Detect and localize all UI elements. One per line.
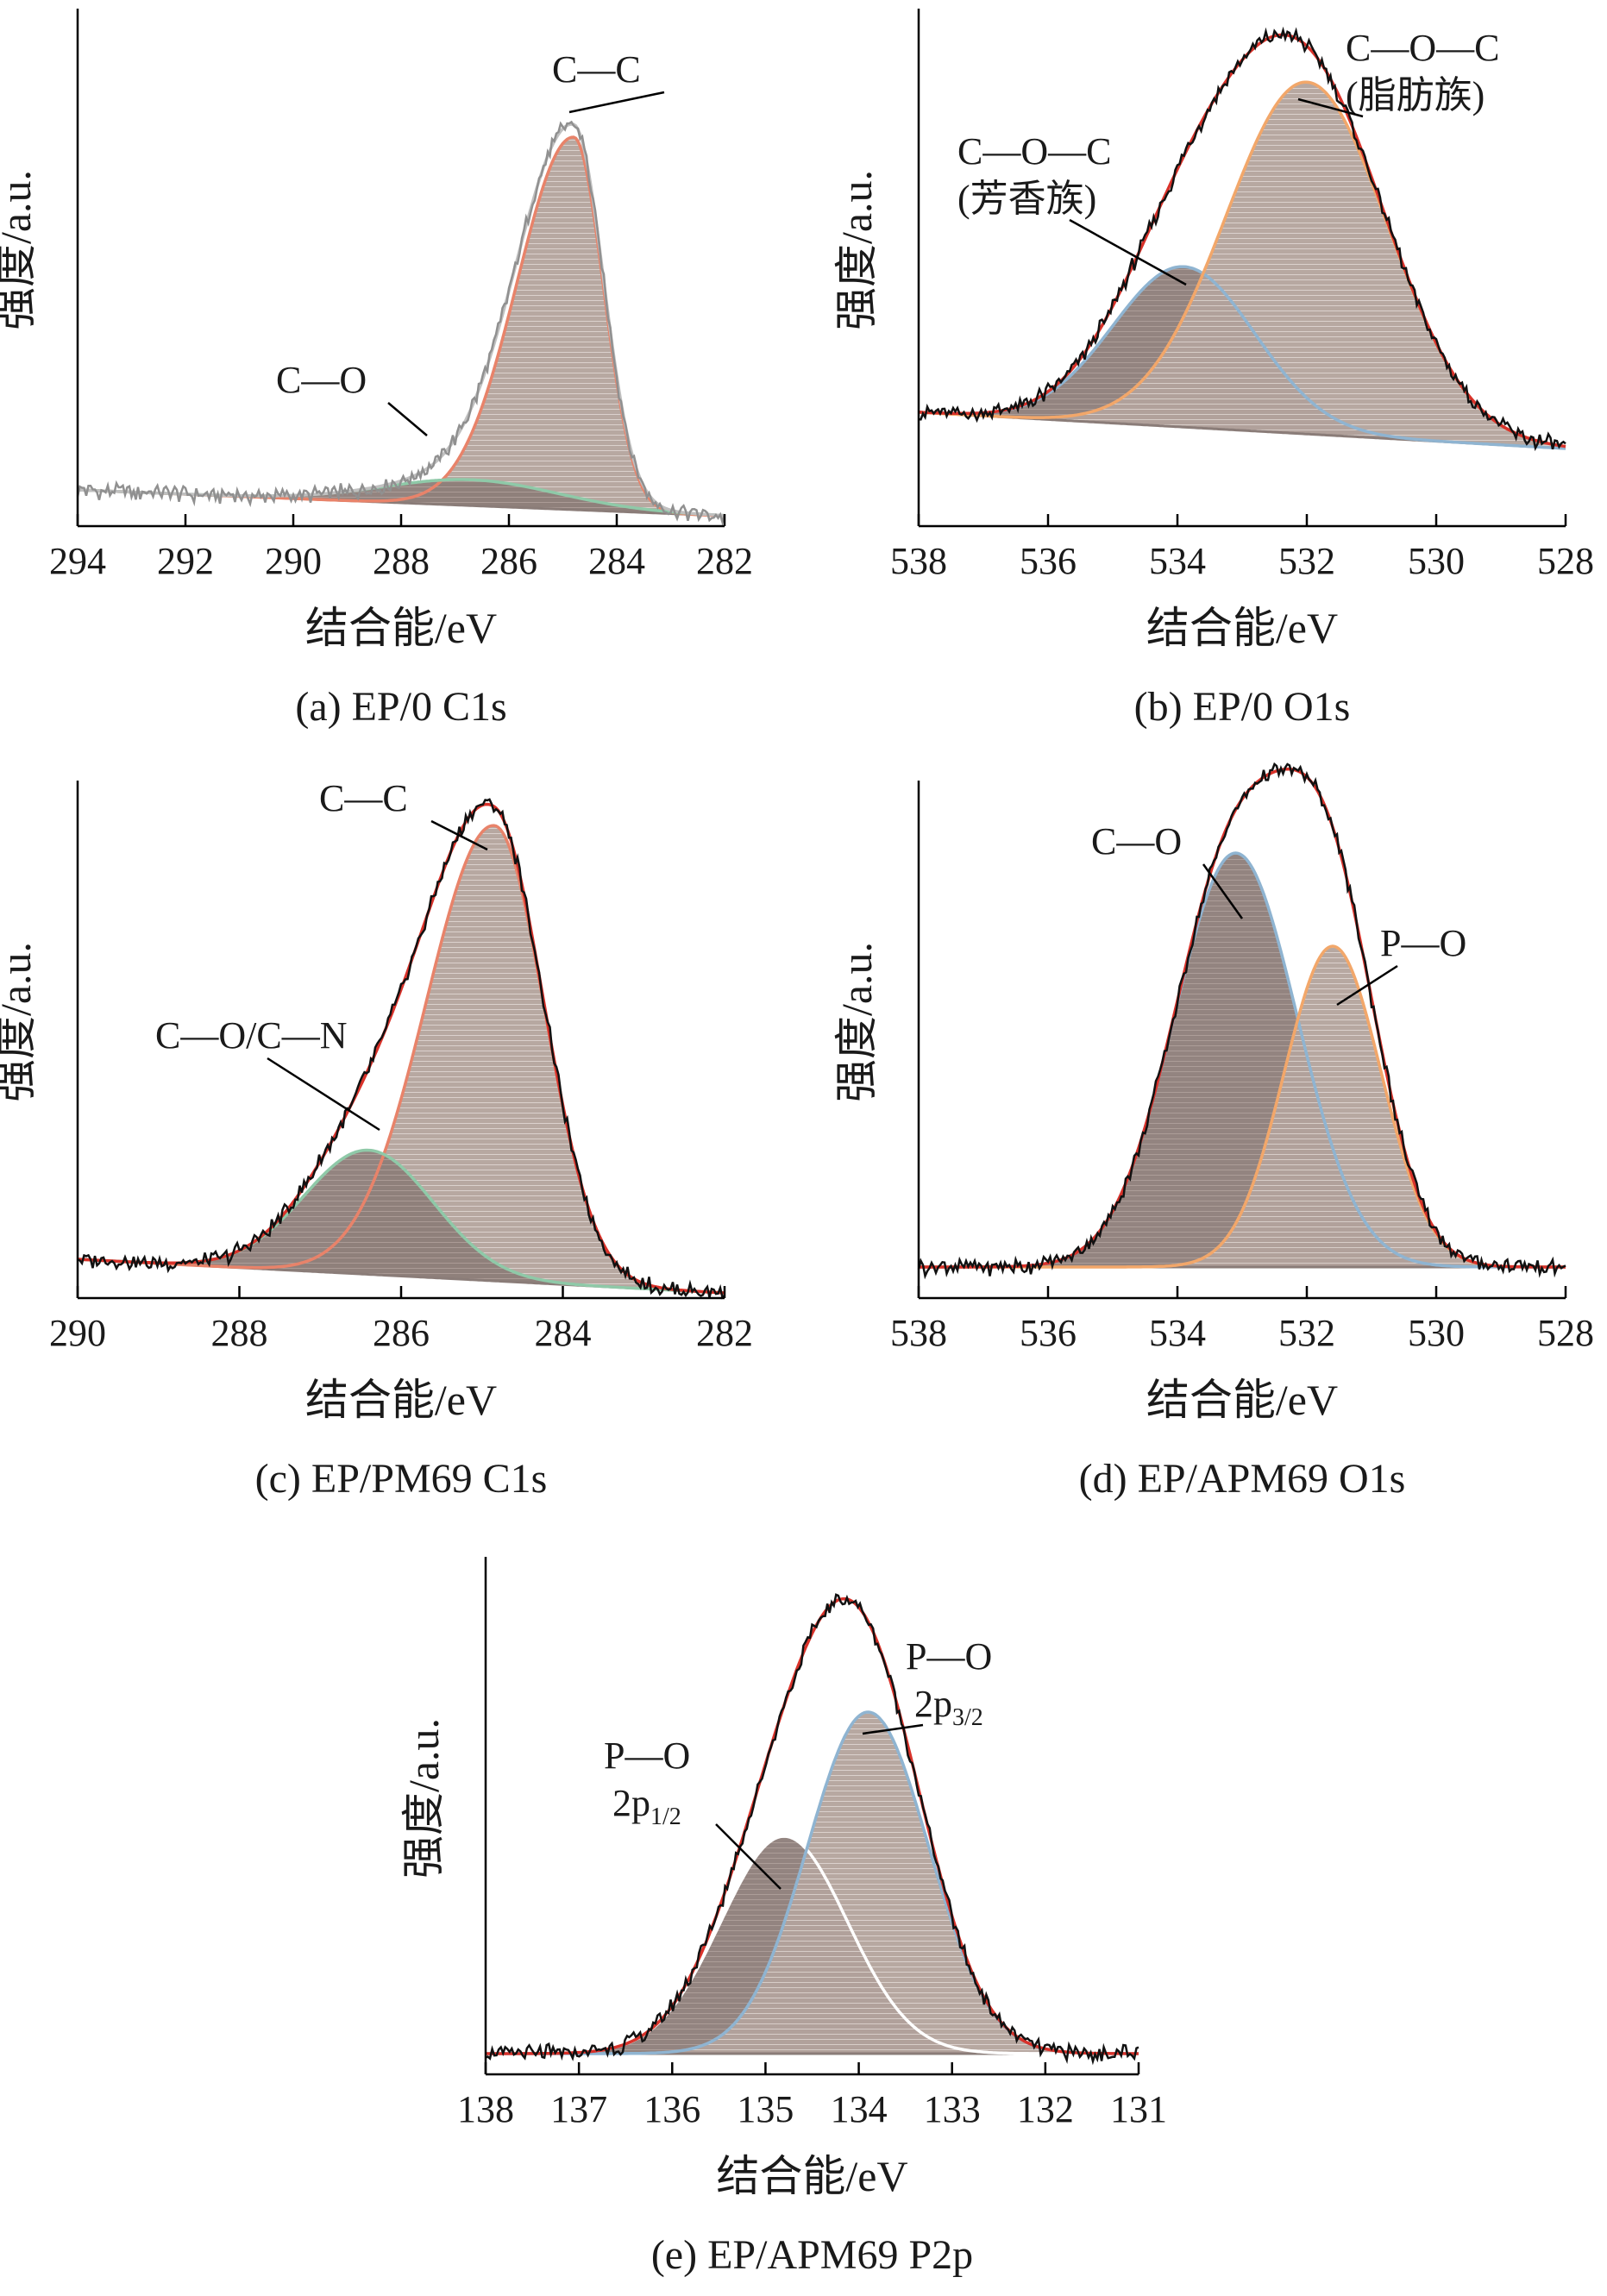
y-axis-label: 强度/a.u.: [832, 170, 881, 330]
peak-annotation: C—O/C—N: [155, 1014, 347, 1057]
peak-annotation: P—O: [1380, 922, 1466, 964]
x-tick-label: 132: [1017, 2088, 1074, 2130]
measured-spectrum-line: [77, 798, 725, 1300]
peak-annotation-sub: 2p1/2: [612, 1782, 681, 1830]
chart-panel-e: 138 137 136 135 134 133 132 131 结合能/eV 强度/a.u. (e)…: [399, 1557, 1167, 2278]
chart-panel-c: 290 288 286 284 282 结合能/eV 强度/a.u. (c) EP/PM69 …: [0, 777, 753, 1502]
x-tick-label: 290: [49, 1312, 106, 1354]
annotation-leader-line: [267, 1057, 380, 1132]
peak-annotation: C—C: [319, 777, 408, 819]
annotation-sub-text: 2p: [612, 1782, 650, 1824]
annotation-leader-line: [430, 819, 488, 851]
x-tick-label: 532: [1278, 1312, 1335, 1354]
measured-spectrum-line: [918, 26, 1566, 452]
chart-panel-b: 538 536 534 532 530 528 结合能/eV 强度/a.u. (b) EP/0 …: [832, 9, 1594, 730]
x-axis-label: 结合能/eV: [305, 604, 497, 652]
x-tick-label: 530: [1408, 1312, 1465, 1354]
annotation-leader-line: [862, 1723, 924, 1735]
y-axis-label: 强度/a.u.: [399, 1718, 448, 1879]
component-fill-2: [78, 1150, 725, 1293]
x-tick-label: 288: [373, 540, 430, 582]
envelope-line: [486, 1597, 1139, 2055]
annotation-leader-line: [1069, 218, 1187, 286]
peak-annotation: C—O: [1091, 820, 1182, 863]
panel-caption: (a) EP/0 C1s: [295, 684, 506, 730]
x-tick-label: 284: [535, 1312, 592, 1354]
x-tick-label: 538: [890, 1312, 947, 1354]
y-axis-label: 强度/a.u.: [832, 942, 881, 1102]
x-tick-label: 282: [696, 540, 753, 582]
x-tick-label: 532: [1278, 540, 1335, 582]
annotation-leader-line: [387, 402, 428, 436]
peak-annotation: C—O—C: [957, 130, 1111, 173]
x-axis-label: 结合能/eV: [1146, 1376, 1338, 1424]
component-fill-1: [78, 825, 725, 1293]
peak-annotation: C—O: [276, 359, 367, 401]
x-tick-label: 134: [831, 2088, 888, 2130]
panel-caption: (d) EP/APM69 O1s: [1079, 1456, 1406, 1502]
x-tick-label: 294: [49, 540, 106, 582]
x-tick-label: 131: [1110, 2088, 1167, 2130]
peak-annotation-sub: (芳香族): [957, 178, 1096, 220]
x-tick-label: 292: [157, 540, 214, 582]
peak-annotation: C—O—C: [1346, 27, 1499, 69]
x-tick-label: 538: [890, 540, 947, 582]
peak-annotation-sub: 2p3/2: [914, 1683, 983, 1731]
x-tick-label: 290: [265, 540, 322, 582]
annotation-leader-line: [1297, 97, 1364, 118]
x-axis-label: 结合能/eV: [305, 1376, 497, 1424]
panel-caption: (c) EP/PM69 C1s: [255, 1456, 548, 1502]
measured-spectrum-line: [485, 1593, 1139, 2066]
x-axis-label: 结合能/eV: [716, 2152, 907, 2200]
chart-panel-d: 538 536 534 532 530 528 结合能/eV 强度/a.u. (d) EP/AP…: [832, 762, 1594, 1502]
x-tick-label: 137: [550, 2088, 607, 2130]
x-tick-label: 286: [373, 1312, 430, 1354]
annotation-leader-line: [1202, 863, 1244, 919]
x-tick-label: 138: [457, 2088, 514, 2130]
x-tick-label: 528: [1537, 1312, 1594, 1354]
component-fill-1: [78, 137, 725, 516]
peak-annotation: P—O: [604, 1735, 690, 1777]
y-axis-label: 强度/a.u.: [0, 942, 40, 1102]
x-tick-label: 536: [1020, 540, 1077, 582]
annotation-sub-text: (脂肪族): [1346, 74, 1485, 116]
peak-annotation: C—C: [552, 48, 641, 91]
panel-caption: (e) EP/APM69 P2p: [651, 2232, 973, 2278]
annotation-sub-text: (芳香族): [957, 178, 1096, 220]
component-fill-2: [486, 1712, 1139, 2054]
component-fill-1: [919, 853, 1566, 1267]
measured-spectrum-line: [917, 762, 1566, 1280]
x-axis-label: 结合能/eV: [1146, 604, 1338, 652]
chart-panel-a: 294 292 290 288 286 284 282 结合能/eV 强度/a.u. (a) EP…: [0, 9, 753, 730]
x-tick-label: 136: [643, 2088, 700, 2130]
annotation-subscript: 3/2: [952, 1704, 983, 1731]
peak-annotation-sub: (脂肪族): [1346, 74, 1485, 116]
component-fill-2: [78, 480, 725, 516]
peak-annotation: P—O: [906, 1635, 992, 1678]
x-tick-label: 528: [1537, 540, 1594, 582]
x-tick-label: 536: [1020, 1312, 1077, 1354]
x-tick-label: 133: [924, 2088, 981, 2130]
component-fill-2: [919, 82, 1566, 449]
measured-spectrum-line: [76, 120, 726, 526]
annotation-subscript: 1/2: [650, 1804, 681, 1830]
annotation-leader-line: [715, 1823, 782, 1890]
annotation-sub-text: 2p: [914, 1683, 952, 1725]
x-tick-label: 534: [1149, 540, 1206, 582]
x-tick-label: 282: [696, 1312, 753, 1354]
panel-caption: (b) EP/0 O1s: [1134, 684, 1351, 730]
x-tick-label: 286: [480, 540, 537, 582]
annotation-leader-line: [568, 91, 665, 114]
x-tick-label: 530: [1408, 540, 1465, 582]
component-fill-2: [919, 946, 1566, 1267]
x-tick-label: 284: [588, 540, 645, 582]
x-tick-label: 534: [1149, 1312, 1206, 1354]
x-tick-label: 135: [737, 2088, 794, 2130]
annotation-leader-line: [1336, 964, 1398, 1007]
x-tick-label: 288: [211, 1312, 268, 1354]
y-axis-label: 强度/a.u.: [0, 170, 40, 330]
